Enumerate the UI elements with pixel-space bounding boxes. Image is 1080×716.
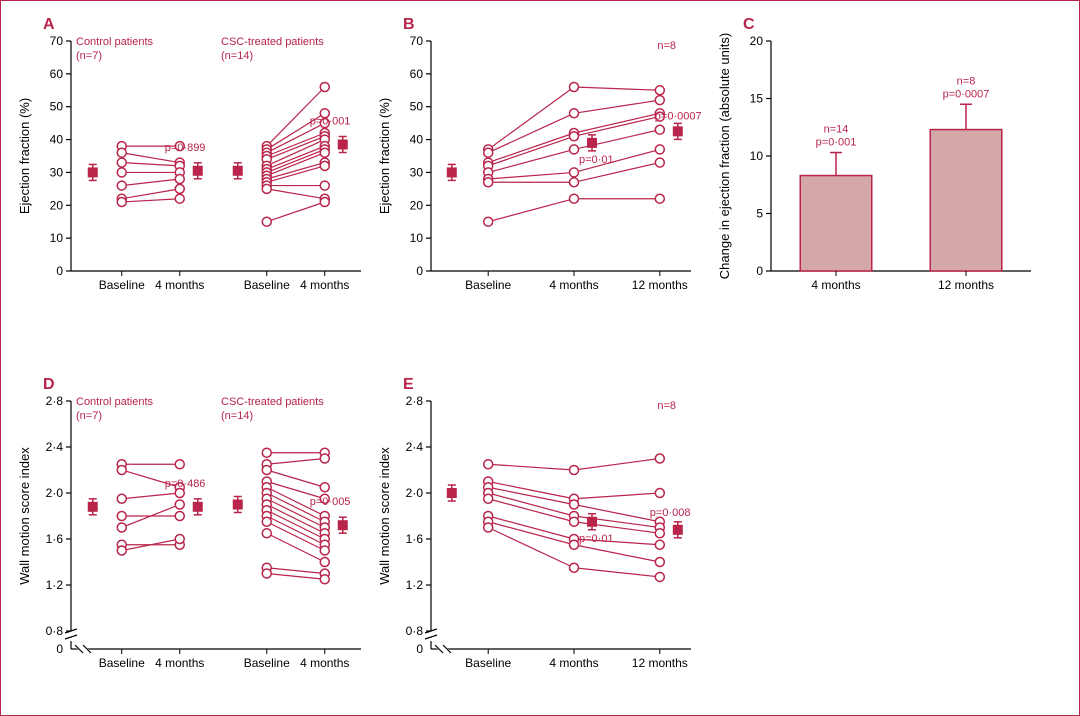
- svg-text:n=8: n=8: [657, 400, 676, 412]
- svg-text:Baseline: Baseline: [465, 656, 511, 670]
- svg-text:(n=7): (n=7): [76, 410, 102, 422]
- svg-text:70: 70: [410, 34, 424, 48]
- svg-text:4 months: 4 months: [155, 656, 204, 670]
- svg-text:0: 0: [756, 264, 763, 278]
- svg-text:CSC-treated patients: CSC-treated patients: [221, 36, 324, 48]
- svg-text:2·8: 2·8: [46, 394, 64, 408]
- svg-text:20: 20: [750, 34, 764, 48]
- svg-text:0·8: 0·8: [406, 624, 424, 638]
- svg-text:p=0·001: p=0·001: [816, 137, 857, 149]
- svg-text:1·2: 1·2: [406, 578, 424, 592]
- svg-text:Wall motion score index: Wall motion score index: [17, 447, 32, 585]
- svg-text:(n=7): (n=7): [76, 50, 102, 62]
- svg-text:50: 50: [410, 100, 424, 114]
- svg-text:10: 10: [410, 231, 424, 245]
- svg-text:p=0·486: p=0·486: [165, 478, 206, 490]
- svg-text:Change in ejection fraction (a: Change in ejection fraction (absolute un…: [717, 33, 732, 279]
- svg-text:p=0·01: p=0·01: [579, 533, 614, 545]
- svg-text:Baseline: Baseline: [244, 656, 290, 670]
- svg-text:4 months: 4 months: [300, 656, 349, 670]
- svg-text:Baseline: Baseline: [99, 278, 145, 292]
- svg-text:p=0·01: p=0·01: [579, 154, 614, 166]
- svg-text:20: 20: [50, 198, 64, 212]
- svg-text:4 months: 4 months: [155, 278, 204, 292]
- svg-text:(n=14): (n=14): [221, 50, 253, 62]
- svg-text:12 months: 12 months: [632, 278, 688, 292]
- svg-text:0·8: 0·8: [46, 624, 64, 638]
- svg-text:4 months: 4 months: [549, 656, 598, 670]
- svg-text:12 months: 12 months: [632, 656, 688, 670]
- svg-text:0: 0: [56, 264, 63, 278]
- svg-text:30: 30: [410, 165, 424, 179]
- svg-text:Ejection fraction (%): Ejection fraction (%): [377, 98, 392, 214]
- svg-text:60: 60: [50, 67, 64, 81]
- svg-text:12 months: 12 months: [938, 278, 994, 292]
- svg-text:p=0·0007: p=0·0007: [943, 88, 990, 100]
- svg-text:60: 60: [410, 67, 424, 81]
- svg-text:70: 70: [50, 34, 64, 48]
- svg-text:2·0: 2·0: [406, 486, 424, 500]
- svg-text:Control patients: Control patients: [76, 396, 154, 408]
- svg-text:Ejection fraction (%): Ejection fraction (%): [17, 98, 32, 214]
- svg-text:0: 0: [416, 642, 423, 656]
- svg-text:0: 0: [416, 264, 423, 278]
- svg-text:2·8: 2·8: [406, 394, 424, 408]
- svg-text:E: E: [403, 376, 414, 393]
- svg-text:D: D: [43, 376, 55, 393]
- svg-text:Wall motion score index: Wall motion score index: [377, 447, 392, 585]
- svg-text:n=8: n=8: [957, 75, 976, 87]
- svg-text:15: 15: [750, 92, 764, 106]
- svg-text:4 months: 4 months: [811, 278, 860, 292]
- svg-text:B: B: [403, 16, 415, 33]
- svg-text:A: A: [43, 16, 55, 33]
- svg-text:50: 50: [50, 100, 64, 114]
- svg-text:1·6: 1·6: [46, 532, 64, 546]
- svg-text:Control patients: Control patients: [76, 36, 154, 48]
- svg-text:Baseline: Baseline: [244, 278, 290, 292]
- svg-text:30: 30: [50, 165, 64, 179]
- svg-text:2·4: 2·4: [406, 440, 424, 454]
- svg-text:Baseline: Baseline: [99, 656, 145, 670]
- svg-text:1·2: 1·2: [46, 578, 64, 592]
- svg-text:4 months: 4 months: [300, 278, 349, 292]
- figure-container: A010203040506070Ejection fraction (%)Con…: [0, 0, 1080, 716]
- svg-text:5: 5: [756, 207, 763, 221]
- svg-text:1·6: 1·6: [406, 532, 424, 546]
- svg-text:p=0·008: p=0·008: [650, 507, 691, 519]
- svg-text:20: 20: [410, 198, 424, 212]
- svg-text:4 months: 4 months: [549, 278, 598, 292]
- svg-text:CSC-treated patients: CSC-treated patients: [221, 396, 324, 408]
- svg-text:p=0·0007: p=0·0007: [655, 110, 702, 122]
- svg-text:p=0·899: p=0·899: [165, 142, 206, 154]
- svg-text:C: C: [743, 16, 755, 33]
- figure-svg: A010203040506070Ejection fraction (%)Con…: [1, 1, 1079, 715]
- svg-text:Baseline: Baseline: [465, 278, 511, 292]
- svg-text:2·4: 2·4: [46, 440, 64, 454]
- svg-text:n=8: n=8: [657, 40, 676, 52]
- svg-text:40: 40: [50, 133, 64, 147]
- svg-text:p=0·005: p=0·005: [310, 496, 351, 508]
- svg-text:n=14: n=14: [824, 124, 849, 136]
- svg-text:2·0: 2·0: [46, 486, 64, 500]
- svg-text:40: 40: [410, 133, 424, 147]
- svg-text:(n=14): (n=14): [221, 410, 253, 422]
- svg-text:0: 0: [56, 642, 63, 656]
- svg-text:10: 10: [750, 149, 764, 163]
- svg-text:10: 10: [50, 231, 64, 245]
- svg-text:p=0·001: p=0·001: [310, 116, 351, 128]
